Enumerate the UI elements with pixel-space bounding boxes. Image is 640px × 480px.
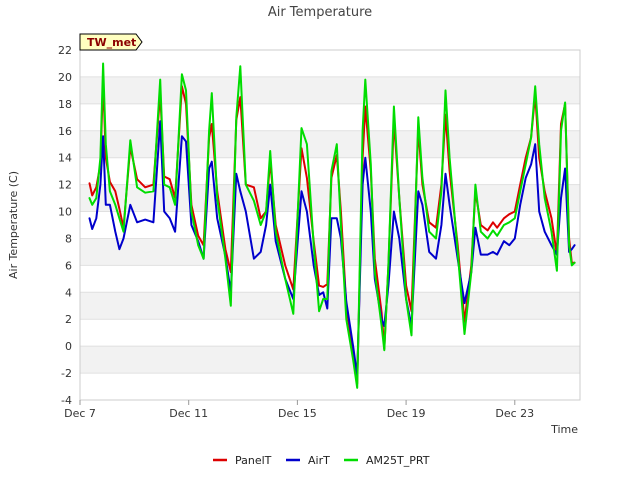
legend-label: AirT: [308, 454, 330, 467]
y-tick-label: 20: [58, 71, 72, 84]
grid-band: [80, 346, 580, 374]
y-tick-label: 12: [58, 179, 72, 192]
y-tick-label: 4: [65, 286, 72, 299]
y-tick-label: 6: [65, 259, 72, 272]
y-tick-label: 14: [58, 152, 72, 165]
station-label: TW_met: [87, 36, 136, 49]
legend-label: AM25T_PRT: [366, 454, 430, 467]
grid-band: [80, 292, 580, 320]
station-badge: TW_met: [79, 33, 143, 51]
grid-band: [80, 76, 580, 104]
chart-title: Air Temperature: [268, 5, 372, 20]
y-tick-label: -4: [61, 394, 72, 407]
x-axis-label: Time: [550, 423, 578, 436]
legend-item: PanelT: [213, 454, 272, 467]
legend-item: AirT: [286, 454, 330, 467]
series-line-airt: [88, 120, 576, 377]
y-tick-label: 22: [58, 44, 72, 57]
x-tick-label: Dec 23: [495, 407, 534, 420]
y-axis-label: Air Temperature (C): [7, 171, 20, 279]
x-tick-label: Dec 19: [387, 407, 426, 420]
legend-label: PanelT: [235, 454, 272, 467]
x-tick-label: Dec 7: [64, 407, 96, 420]
x-tick-label: Dec 11: [169, 407, 208, 420]
plot-frame: [79, 49, 581, 401]
station-badge-box: [79, 33, 143, 51]
y-axis-ticks: -4 -2 0 2 4 6 8 10 12 14 16 18 20 22: [58, 44, 72, 407]
series-lines: [88, 62, 576, 389]
legend-item: AM25T_PRT: [344, 454, 430, 467]
x-axis-ticks: Dec 7 Dec 11 Dec 15 Dec 19 Dec 23: [64, 400, 534, 420]
y-tick-label: 8: [65, 232, 72, 245]
legend: PanelT AirT AM25T_PRT: [213, 454, 430, 467]
y-tick-label: 0: [65, 340, 72, 353]
x-tick-label: Dec 15: [278, 407, 317, 420]
y-tick-label: -2: [61, 367, 72, 380]
y-tick-label: 10: [58, 206, 72, 219]
series-line-am25t-prt: [88, 62, 576, 389]
y-tick-label: 18: [58, 98, 72, 111]
y-tick-label: 16: [58, 125, 72, 138]
y-tick-label: 2: [65, 313, 72, 326]
